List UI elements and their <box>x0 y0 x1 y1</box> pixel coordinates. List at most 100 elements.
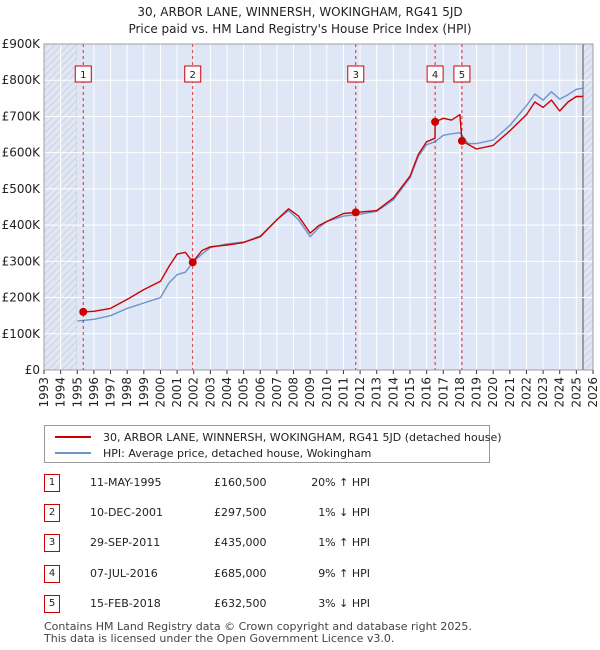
x-tick-label: 2011 <box>336 377 350 408</box>
sale-marker-box <box>74 65 92 83</box>
chart-legend: 30, ARBOR LANE, WINNERSH, WOKINGHAM, RG4… <box>44 425 502 463</box>
y-tick-label: £600K <box>2 146 42 160</box>
series-line-hpi <box>77 87 584 322</box>
x-tick-label: 1996 <box>87 377 101 408</box>
footer-copyright: Contains HM Land Registry data © Crown c… <box>44 620 472 633</box>
sale-price: £435,000 <box>214 536 267 549</box>
x-tick-label: 1999 <box>137 377 151 408</box>
sale-point <box>188 258 197 267</box>
sale-row-5: 5 15-FEB-2018 £632,500 3% ↓ HPI <box>44 595 464 613</box>
sale-hpi-diff: 1% ↑ HPI <box>318 536 370 549</box>
sale-row-1: 1 11-MAY-1995 £160,500 20% ↑ HPI <box>44 474 464 492</box>
sale-marker-box <box>426 65 444 83</box>
chart-subtitle: Price paid vs. HM Land Registry's House … <box>128 22 472 36</box>
x-tick-label: 2025 <box>569 377 583 408</box>
x-tick-label: 2003 <box>203 377 217 408</box>
sale-point <box>457 136 466 145</box>
x-tick-label: 2019 <box>470 377 484 408</box>
x-tick-label: 2009 <box>303 377 317 408</box>
x-tick-label: 1995 <box>70 377 84 408</box>
legend-line-property <box>55 436 91 438</box>
sale-price: £160,500 <box>214 476 267 489</box>
x-tick-label: 2007 <box>270 377 284 408</box>
plot-frame <box>43 43 594 371</box>
footer-attribution: Contains HM Land Registry data © Crown c… <box>44 621 472 645</box>
sale-price: £297,500 <box>214 506 267 519</box>
plot-background <box>44 44 593 370</box>
sale-marker-label: 4 <box>432 70 438 81</box>
sale-hpi-diff: 20% ↑ HPI <box>311 476 370 489</box>
sale-number-badge: 2 <box>44 504 60 522</box>
y-tick-label: £100K <box>2 327 42 341</box>
x-tick-label: 2026 <box>586 377 600 408</box>
sale-price: £685,000 <box>214 567 267 580</box>
chart-title: 30, ARBOR LANE, WINNERSH, WOKINGHAM, RG4… <box>0 4 600 38</box>
sale-hpi-diff: 3% ↓ HPI <box>318 597 370 610</box>
x-tick-label: 2020 <box>486 377 500 408</box>
x-tick-label: 2023 <box>536 377 550 408</box>
sale-date: 07-JUL-2016 <box>90 567 158 580</box>
sale-marker-label: 5 <box>459 70 465 81</box>
x-tick-label: 2005 <box>237 377 251 408</box>
x-tick-label: 1994 <box>54 377 68 408</box>
sale-marker-label: 2 <box>190 70 196 81</box>
sale-point <box>431 117 440 126</box>
y-tick-label: £300K <box>2 254 42 268</box>
sale-number-badge: 3 <box>44 534 60 552</box>
x-tick-label: 2010 <box>320 377 334 408</box>
sale-hpi-diff: 1% ↓ HPI <box>318 506 370 519</box>
legend-item-hpi: HPI: Average price, detached house, Woki… <box>55 445 371 461</box>
price-chart: £0 £100K £200K £300K £400K £500K £600K £700K £80… <box>2 37 600 408</box>
legend-line-hpi <box>55 452 91 454</box>
y-tick-label: £900K <box>2 37 42 51</box>
sale-hpi-diff: 9% ↑ HPI <box>318 567 370 580</box>
chart-title-line1: 30, ARBOR LANE, WINNERSH, WOKINGHAM, RG4… <box>137 5 463 19</box>
sale-row-4: 4 07-JUL-2016 £685,000 9% ↑ HPI <box>44 565 464 583</box>
sale-number-badge: 5 <box>44 595 60 613</box>
legend-label-hpi: HPI: Average price, detached house, Woki… <box>103 446 372 460</box>
x-tick-label: 2006 <box>253 377 267 408</box>
y-tick-label: £500K <box>2 182 42 196</box>
sale-point <box>79 307 88 316</box>
sale-number-badge: 1 <box>44 474 60 492</box>
x-tick-label: 2001 <box>170 377 184 408</box>
hatch-region-right <box>583 44 593 370</box>
x-tick-label: 2021 <box>503 377 517 408</box>
y-tick-label: £200K <box>2 291 42 305</box>
sale-date: 29-SEP-2011 <box>90 536 161 549</box>
x-tick-label: 2008 <box>287 377 301 408</box>
footer-licence: This data is licensed under the Open Gov… <box>44 632 395 645</box>
sale-marker-box <box>184 65 202 83</box>
y-tick-label: £400K <box>2 218 42 232</box>
legend-label-property: 30, ARBOR LANE, WINNERSH, WOKINGHAM, RG4… <box>103 430 502 444</box>
sale-marker-label: 3 <box>353 70 359 81</box>
sale-marker-label: 1 <box>80 70 86 81</box>
sale-point <box>351 208 360 217</box>
sale-marker-box <box>453 65 471 83</box>
x-tick-label: 2002 <box>187 377 201 408</box>
sale-price: £632,500 <box>214 597 267 610</box>
y-tick-label: £700K <box>2 109 42 123</box>
y-tick-label: £800K <box>2 73 42 87</box>
sale-row-3: 3 29-SEP-2011 £435,000 1% ↑ HPI <box>44 534 464 552</box>
x-tick-label: 2018 <box>453 377 467 408</box>
sale-date: 10-DEC-2001 <box>90 506 164 519</box>
sale-marker-box <box>347 65 365 83</box>
sale-date: 11-MAY-1995 <box>90 476 162 489</box>
x-tick-label: 2014 <box>386 377 400 408</box>
x-tick-label: 2000 <box>153 377 167 408</box>
x-tick-label: 2013 <box>370 377 384 408</box>
x-tick-label: 2016 <box>420 377 434 408</box>
sale-number-badge: 4 <box>44 565 60 583</box>
x-tick-label: 1993 <box>37 377 51 408</box>
x-tick-label: 2024 <box>553 377 567 408</box>
x-tick-label: 2004 <box>220 377 234 408</box>
x-tick-label: 2012 <box>353 377 367 408</box>
sale-row-2: 2 10-DEC-2001 £297,500 1% ↓ HPI <box>44 504 464 522</box>
x-tick-label: 2017 <box>436 377 450 408</box>
x-tick-label: 1998 <box>120 377 134 408</box>
x-tick-label: 1997 <box>104 377 118 408</box>
y-tick-label: £0 <box>25 363 40 377</box>
x-tick-label: 2015 <box>403 377 417 408</box>
x-tick-label: 2022 <box>519 377 533 408</box>
